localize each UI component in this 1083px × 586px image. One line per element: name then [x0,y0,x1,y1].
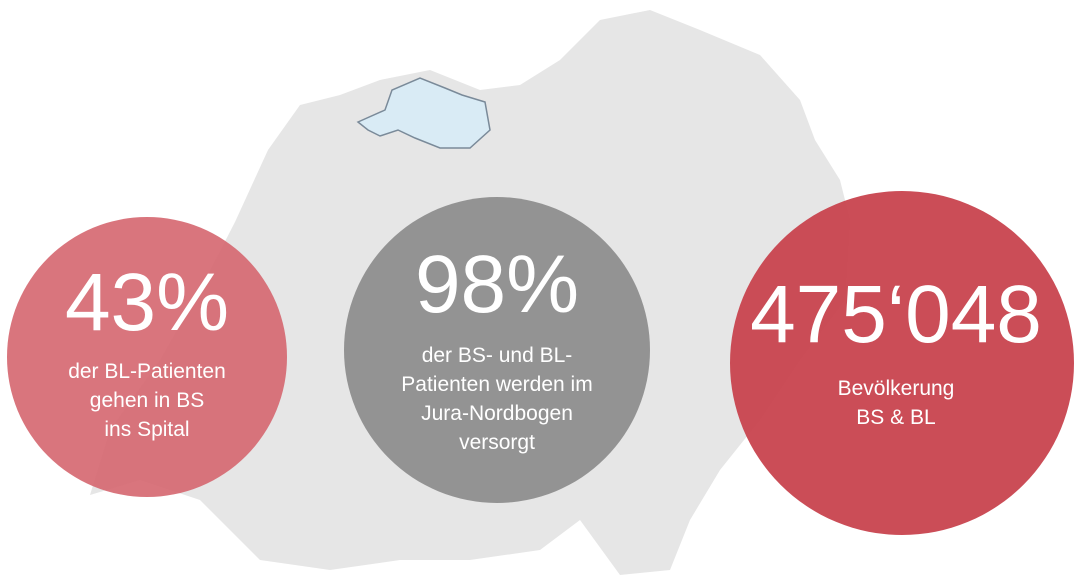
stat-label: BS & BL [856,406,935,429]
stat-label: Patienten werden im [401,373,592,396]
stat-label: ins Spital [104,418,189,441]
stat-label: Bevölkerung [838,377,955,400]
stat-circle [344,197,650,503]
stat-circle [730,191,1074,535]
stat-label: versorgt [459,431,535,454]
stat-label: Jura-Nordbogen [421,402,573,425]
stat-label: gehen in BS [90,389,204,412]
map-basel-region [356,77,491,149]
stat-value: 98% [415,239,579,330]
stat-value: 475‘048 [750,269,1042,360]
stat-value: 43% [65,257,229,348]
stat-circle [7,217,287,497]
stat-label: der BL-Patienten [68,360,226,383]
stat-label: der BS- und BL- [422,344,573,367]
stat-texts: 43% der BL-Patienten gehen in BS ins Spital… [65,239,1042,454]
